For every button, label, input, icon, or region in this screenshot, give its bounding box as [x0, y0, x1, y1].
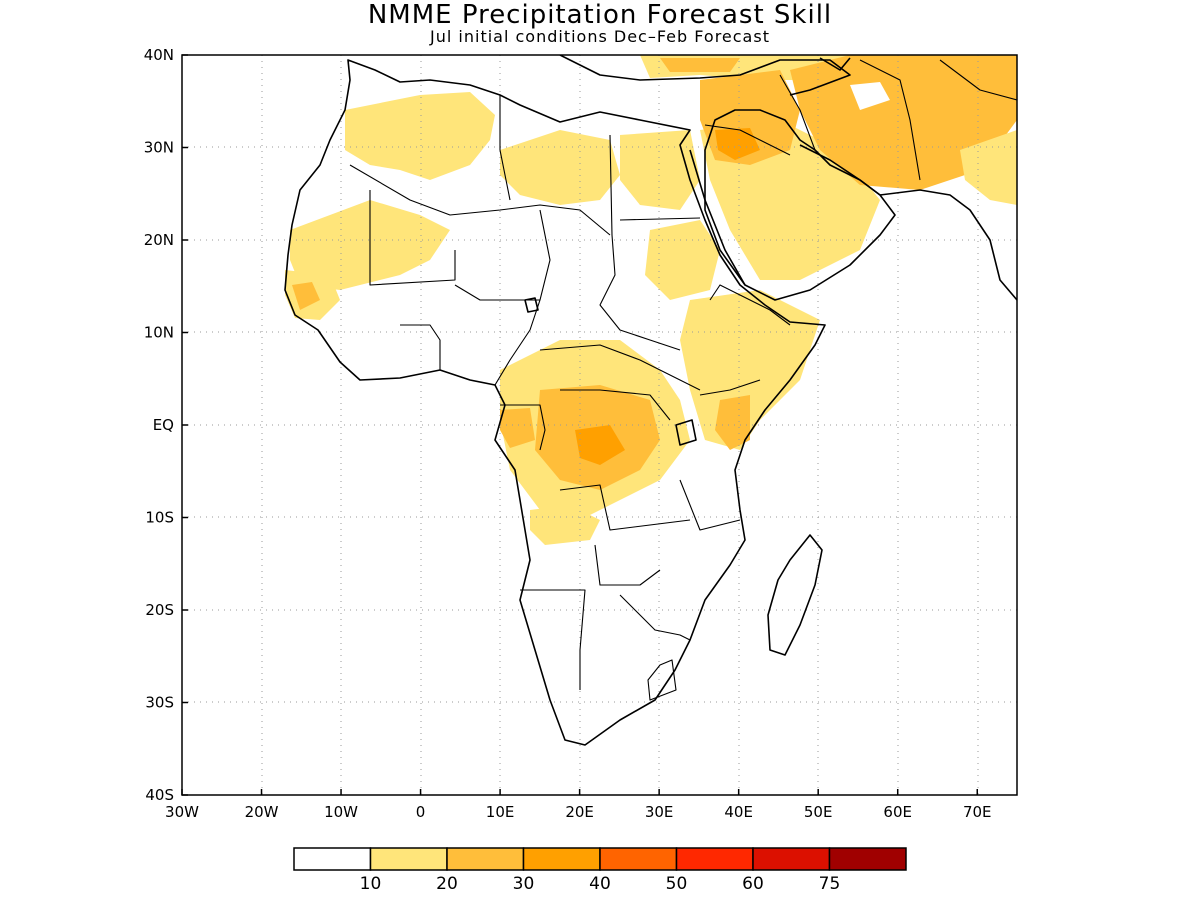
- border: [559, 484, 691, 531]
- border: [619, 594, 691, 641]
- colorbar-label: 60: [742, 874, 764, 894]
- skill-region-ethiopia: [680, 290, 820, 450]
- skill-shading: [285, 55, 1017, 545]
- border: [704, 124, 791, 156]
- asia-coastline: [879, 189, 1017, 301]
- skill-region-gabon: [500, 408, 535, 448]
- border: [679, 479, 741, 531]
- border: [939, 59, 1017, 101]
- lat-tick-label: 40N: [144, 46, 174, 64]
- red-sea-west: [689, 149, 746, 286]
- colorbar-label: 30: [513, 874, 535, 894]
- lon-tick-label: 60E: [883, 803, 912, 821]
- colorbar-swatch: [522, 847, 601, 871]
- skill-region-central-sahara: [500, 130, 620, 205]
- skill-region-sahara: [345, 92, 495, 180]
- lon-tick-label: 40E: [724, 803, 753, 821]
- border: [709, 284, 791, 326]
- skill-region-congo-core: [575, 425, 625, 465]
- colorbar-swatch: [293, 847, 372, 871]
- longitude-labels: 30W 20W 10W 0 10E 20E 30E 40E 50E 60E 70E: [165, 803, 991, 821]
- lake-victoria: [675, 419, 697, 446]
- colorbar-swatch: [752, 847, 831, 871]
- lat-tick-label: 20N: [144, 231, 174, 249]
- skill-region-egypt: [620, 130, 700, 210]
- skill-region-kenya: [715, 395, 750, 450]
- colorbar-label: 20: [436, 874, 458, 894]
- border: [699, 379, 761, 396]
- lon-tick-label: 50E: [804, 803, 833, 821]
- border: [454, 284, 540, 301]
- colorbar: 10 20 30 40 50 60 75: [293, 847, 907, 894]
- border: [494, 209, 551, 386]
- lat-tick-label: 30N: [144, 139, 174, 157]
- skill-region-iraq-core: [715, 128, 760, 160]
- lon-tick-label: 10W: [324, 803, 358, 821]
- border: [400, 324, 441, 370]
- border: [500, 404, 546, 451]
- colorbar-swatch: [675, 847, 754, 871]
- border: [647, 659, 677, 701]
- border: [560, 389, 671, 421]
- lat-tick-label: EQ: [153, 416, 174, 434]
- lon-tick-label: 20W: [245, 803, 279, 821]
- colorbar-label: 40: [589, 874, 611, 894]
- border: [779, 74, 816, 151]
- mediterranean-north: [559, 55, 851, 96]
- coastlines: [284, 55, 1017, 746]
- border: [594, 544, 661, 586]
- lon-tick-label: 70E: [963, 803, 992, 821]
- border: [599, 134, 681, 351]
- caspian-coast: [819, 57, 851, 71]
- lat-tick-label: 10S: [145, 509, 174, 527]
- lon-tick-label: 30E: [645, 803, 674, 821]
- border: [369, 190, 456, 286]
- africa-coastline: [284, 59, 826, 746]
- colorbar-swatch: [828, 847, 907, 871]
- map-subtitle: Jul initial conditions Dec–Feb Forecast: [430, 27, 770, 46]
- lon-tick-label: 20E: [565, 803, 594, 821]
- skill-region-angola: [530, 505, 600, 545]
- map-title: NMME Precipitation Forecast Skill: [367, 0, 833, 30]
- skill-region-iran-white: [850, 82, 890, 110]
- lon-tick-label: 10E: [486, 803, 515, 821]
- lon-tick-label: 30W: [165, 803, 199, 821]
- latitude-labels: 40N 30N 20N 10N EQ 10S 20S 30S 40S: [144, 46, 174, 804]
- border: [539, 344, 701, 391]
- border: [520, 589, 586, 690]
- lat-tick-label: 20S: [145, 601, 174, 619]
- skill-region-iran: [790, 55, 1017, 190]
- lat-tick-label: 40S: [145, 786, 174, 804]
- lon-tick-label: 0: [416, 803, 426, 821]
- border: [499, 95, 511, 201]
- skill-region-north-strip-core: [660, 58, 740, 72]
- skill-region-senegal-core: [292, 282, 320, 310]
- border: [859, 59, 921, 181]
- colorbar-label: 50: [666, 874, 688, 894]
- colorbar-label: 10: [360, 874, 382, 894]
- colorbar-swatch: [446, 847, 525, 871]
- lat-tick-label: 30S: [145, 694, 174, 712]
- lat-tick-label: 10N: [144, 324, 174, 342]
- lake-chad: [524, 297, 539, 313]
- border: [619, 217, 701, 221]
- country-borders: [349, 59, 1017, 701]
- frame-ticks: [181, 54, 978, 796]
- colorbar-label: 75: [819, 874, 841, 894]
- madagascar-coastline: [767, 534, 823, 656]
- skill-region-sudan: [645, 220, 720, 300]
- border: [349, 164, 611, 236]
- colorbar-swatch: [369, 847, 448, 871]
- persian-gulf: [799, 144, 881, 196]
- skill-region-india: [960, 130, 1017, 205]
- colorbar-swatch: [599, 847, 678, 871]
